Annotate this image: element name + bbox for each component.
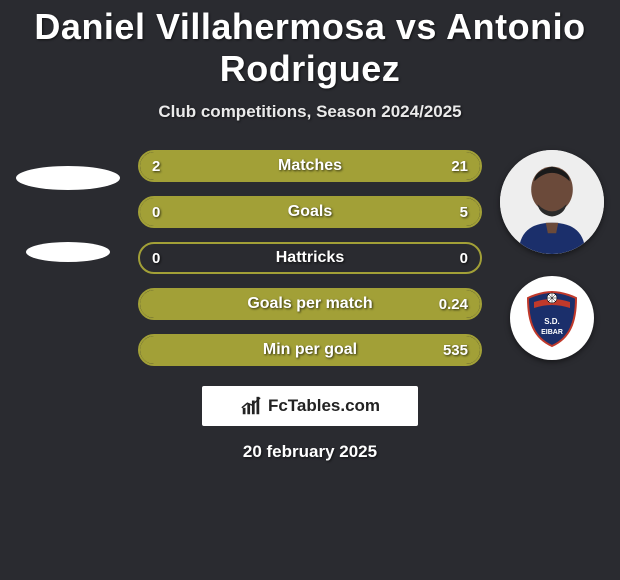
right-player-column: S.D. EIBAR (492, 150, 612, 360)
bar-value-left: 2 (152, 158, 160, 175)
stat-bar: Min per goal 535 (138, 334, 482, 366)
svg-text:EIBAR: EIBAR (541, 329, 563, 336)
bar-value-left: 0 (152, 250, 160, 267)
bar-label: Goals per match (247, 295, 372, 313)
left-team-badge-placeholder (26, 242, 110, 262)
date-label: 20 february 2025 (0, 442, 620, 462)
stat-bar: Goals per match 0.24 (138, 288, 482, 320)
subtitle: Club competitions, Season 2024/2025 (0, 102, 620, 122)
stat-bar: 0 Hattricks 0 (138, 242, 482, 274)
stat-bar: 2 Matches 21 (138, 150, 482, 182)
comparison-area: S.D. EIBAR 2 Matches 21 0 Goals 5 0 Hattricks 0 G… (0, 150, 620, 366)
left-player-avatar-placeholder (16, 166, 120, 190)
bar-value-right: 5 (460, 204, 468, 221)
bar-label: Matches (278, 157, 342, 175)
page-title: Daniel Villahermosa vs Antonio Rodriguez (0, 0, 620, 90)
watermark-text: FcTables.com (268, 396, 380, 416)
bar-value-right: 21 (451, 158, 468, 175)
person-icon (500, 150, 604, 254)
chart-icon (240, 395, 262, 417)
left-player-column (8, 150, 128, 262)
bar-label: Min per goal (263, 341, 357, 359)
stat-bars: 2 Matches 21 0 Goals 5 0 Hattricks 0 Goals per ma… (138, 150, 482, 366)
shield-icon: S.D. EIBAR (522, 288, 582, 348)
bar-value-left: 0 (152, 204, 160, 221)
watermark: FcTables.com (202, 386, 418, 426)
bar-value-right: 0.24 (439, 296, 468, 313)
bar-value-right: 535 (443, 342, 468, 359)
bar-label: Goals (288, 203, 332, 221)
right-player-avatar (500, 150, 604, 254)
svg-text:S.D.: S.D. (544, 317, 560, 326)
bar-label: Hattricks (276, 249, 344, 267)
bar-value-right: 0 (460, 250, 468, 267)
stat-bar: 0 Goals 5 (138, 196, 482, 228)
right-team-badge: S.D. EIBAR (510, 276, 594, 360)
